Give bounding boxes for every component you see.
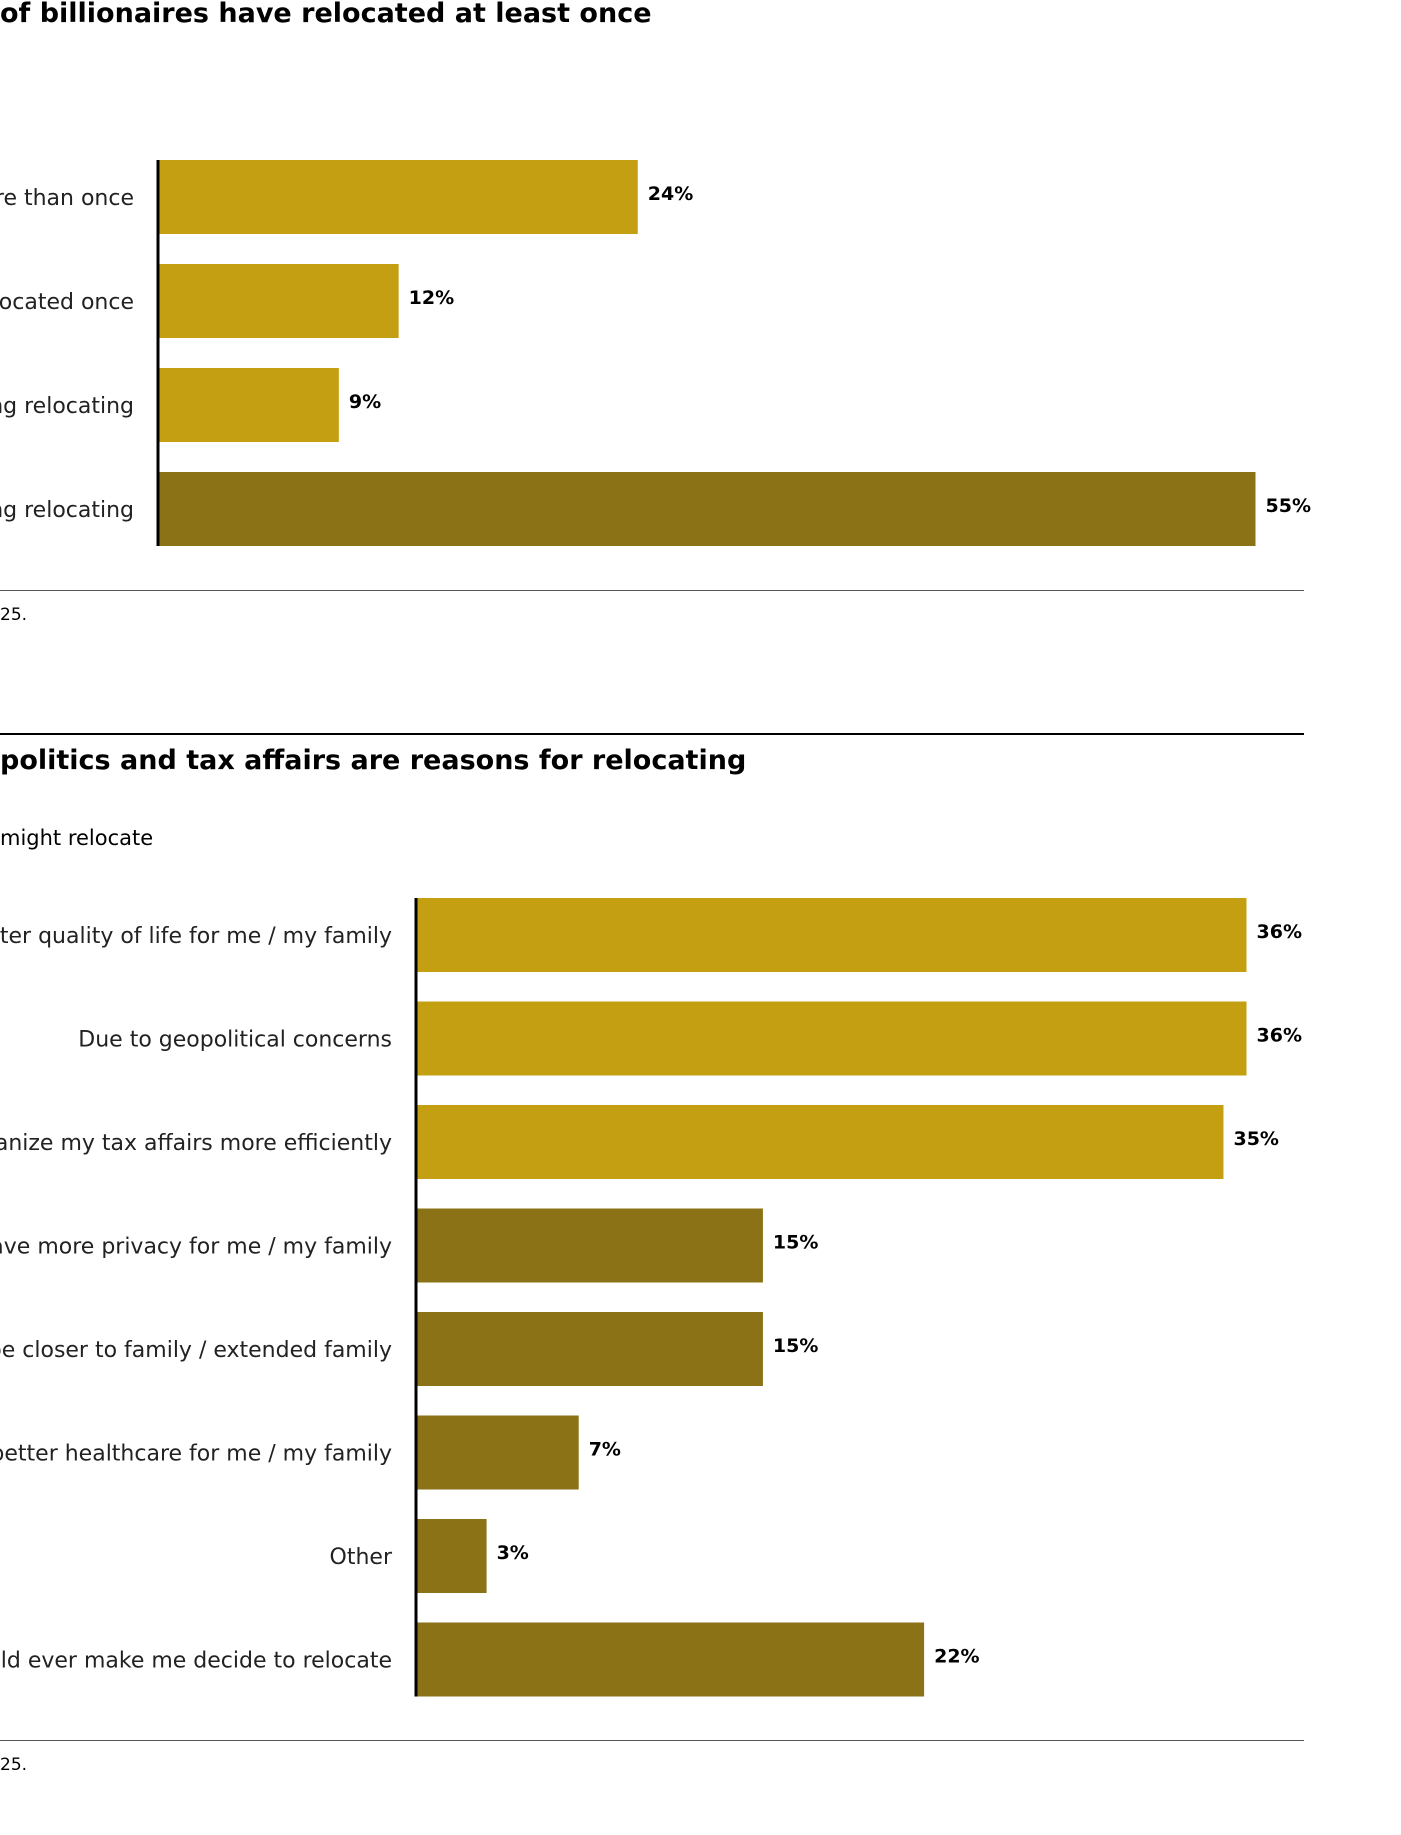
chart-2-bar-6: [417, 1519, 487, 1593]
chart-2-value-label-6: 3%: [497, 1542, 529, 1564]
chart-1-title: of billionaires have relocated at least …: [0, 0, 652, 29]
chart-1-value-label-0: 24%: [648, 183, 693, 205]
chart-2-value-label-4: 15%: [773, 1335, 818, 1357]
chart-2-value-label-2: 35%: [1233, 1128, 1278, 1150]
chart-2-category-label-2: organize my tax affairs more efficiently: [0, 1131, 392, 1156]
chart-2-category-label-0: better quality of life for me / my famil…: [0, 924, 392, 949]
chart-2-relocation-reasons: better quality of life for me / my famil…: [0, 898, 1302, 1697]
chart-1-value-label-2: 9%: [349, 391, 381, 413]
chart-2-value-label-7: 22%: [934, 1646, 979, 1668]
chart-2-category-label-6: Other: [330, 1545, 393, 1570]
chart-2-bottom-rule: [0, 1740, 1304, 1741]
chart-1-bar-3: [159, 472, 1256, 546]
chart-2-title: politics and tax affairs are reasons for…: [0, 745, 747, 776]
chart-2-bar-1: [417, 1001, 1247, 1076]
chart-2-category-label-5: ve better healthcare for me / my family: [0, 1442, 392, 1467]
chart-2-category-label-3: o have more privacy for me / my family: [0, 1235, 392, 1260]
chart-1-bottom-rule: [0, 590, 1304, 591]
chart-1-bar-0: [159, 160, 638, 234]
chart-2-bar-4: [417, 1312, 763, 1386]
chart-1-category-label-3: ng relocating: [0, 498, 134, 523]
chart-1-bar-1: [159, 264, 399, 338]
chart-1-category-label-2: ng relocating: [0, 394, 134, 419]
chart-2-source: 25.: [0, 1755, 28, 1775]
chart-1-value-label-3: 55%: [1266, 495, 1311, 517]
chart-2-value-label-1: 36%: [1257, 1025, 1302, 1047]
chart-2-bar-5: [417, 1415, 579, 1490]
chart-1-value-label-1: 12%: [409, 287, 454, 309]
chart-2-subtitle: might relocate: [0, 826, 154, 850]
chart-2-bar-3: [417, 1208, 763, 1283]
chart-2-value-label-5: 7%: [589, 1439, 621, 1461]
chart-1-category-label-1: elocated once: [0, 290, 134, 315]
chart-2-category-label-1: Due to geopolitical concerns: [78, 1028, 392, 1053]
chart-2-category-label-4: To be closer to family / extended family: [0, 1338, 392, 1363]
chart-1-category-label-0: ore than once: [0, 186, 134, 211]
chart-2-top-rule: [0, 733, 1304, 735]
chart-1-source: 25.: [0, 605, 28, 625]
chart-2-value-label-3: 15%: [773, 1232, 818, 1254]
chart-2-bar-2: [417, 1105, 1224, 1179]
chart-2-category-label-7: would ever make me decide to relocate: [0, 1649, 392, 1674]
chart-1-bar-2: [159, 368, 339, 442]
chart-2-bar-0: [417, 898, 1247, 972]
chart-1-relocation-history: ore than once 24% elocated once 12% ng reloc…: [0, 160, 1311, 546]
chart-2-bar-7: [417, 1622, 925, 1697]
chart-2-value-label-0: 36%: [1257, 921, 1302, 943]
